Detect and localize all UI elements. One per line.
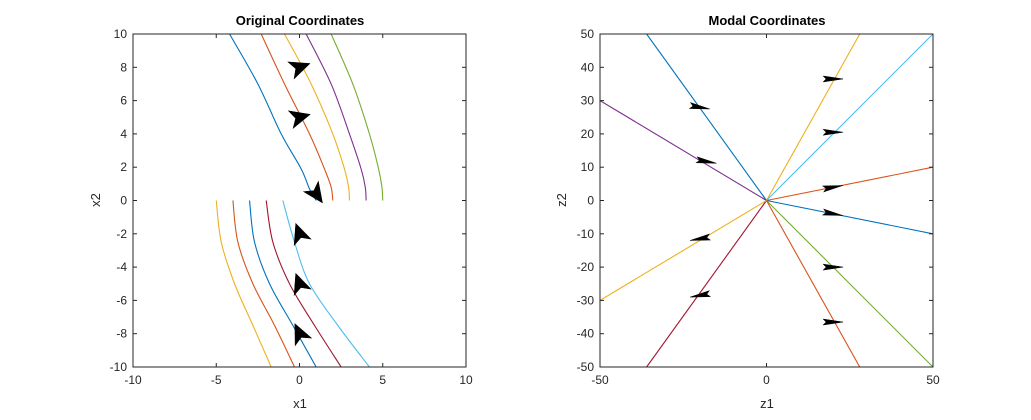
x-tick-label: -5 [211,373,222,387]
x-tick-label: 5 [379,373,386,387]
direction-arrow-5 [294,323,313,347]
chart-original-coordinates: Original Coordinates x1 x2 -10 -5 0 5 10-10-… [88,13,473,411]
chart-modal-coordinates: Modal Coordinates z1 z2 -50 0 50 -50 -40 -30 -… [554,13,940,411]
y-tick-label: -4 [116,260,127,274]
series-line-5 [766,199,933,235]
series-line-0 [646,34,767,201]
x-tick-label: 10 [459,373,473,387]
y-tick-label: 6 [120,94,127,108]
direction-arrow-4 [293,272,312,297]
y-tick-label: -8 [116,327,127,341]
direction-arrow-0 [287,61,311,80]
y-tick-label: 4 [120,127,127,141]
series-line-2 [284,34,350,201]
y-tick-label: -20 [577,260,595,274]
y-tick-label: 0 [587,194,594,208]
direction-arrow-6 [689,233,712,241]
y-tick-label: 0 [120,194,127,208]
direction-arrow-0 [688,102,710,110]
y-axis-label: z2 [554,193,569,207]
direction-arrow-1 [287,110,311,129]
x-tick-label: -10 [124,373,142,387]
y-tick-label: 40 [581,60,595,74]
y-tick-label: 10 [581,160,595,174]
y-tick-label: -40 [577,327,595,341]
axis-ticks: -10 -5 0 5 10 -10 -8 -6 -4 -2 0 2 4 6 8 10 [110,27,473,387]
series-line-0 [229,34,317,201]
series-line-1 [600,100,767,201]
series-line-8 [646,200,767,367]
direction-arrow-4 [821,185,844,193]
direction-arrow-1 [695,156,717,164]
series-line-9 [215,200,272,367]
series-line-7 [766,200,861,367]
x-tick-label: 0 [296,373,303,387]
direction-arrow-3 [293,222,312,247]
chart-title: Modal Coordinates [708,13,825,28]
x-tick-label: 50 [926,373,940,387]
series-line-6 [265,200,342,367]
plot-area-border [599,33,934,368]
plot-content [600,34,933,367]
x-tick-label: -50 [591,373,609,387]
y-tick-label: 8 [120,60,127,74]
series-line-3 [305,34,367,201]
direction-arrow-2 [822,75,844,83]
x-axis-label: x1 [293,396,307,411]
series-line-8 [232,200,295,367]
y-tick-label: 20 [581,127,595,141]
direction-arrow-2 [302,180,323,204]
x-axis-label: z1 [760,396,774,411]
series-line-1 [260,34,334,201]
y-tick-label: 50 [581,27,595,41]
series-line-5 [282,200,370,367]
series-line-3 [766,34,933,201]
series-line-2 [766,34,861,201]
y-tick-label: 10 [114,27,128,41]
y-axis-label: x2 [88,193,103,207]
series-line-4 [766,166,933,202]
plot-area-border [132,33,467,368]
chart-title: Original Coordinates [236,13,365,28]
series-line-6 [766,200,933,367]
y-tick-label: -2 [116,227,127,241]
y-tick-label: -10 [110,360,128,374]
series-line-9 [600,200,767,301]
plot-content [215,34,384,367]
direction-arrow-7 [689,290,712,298]
y-tick-label: 2 [120,160,127,174]
direction-arrow-5 [821,208,844,216]
y-tick-label: -30 [577,293,595,307]
y-tick-label: -10 [577,227,595,241]
direction-arrow-3 [822,128,844,136]
series-line-4 [330,34,384,201]
y-tick-label: -6 [116,293,127,307]
direction-arrow-8 [822,263,844,271]
y-tick-label: -50 [577,360,595,374]
x-tick-label: 0 [763,373,770,387]
direction-arrow-9 [822,318,844,326]
y-tick-label: 30 [581,94,595,108]
